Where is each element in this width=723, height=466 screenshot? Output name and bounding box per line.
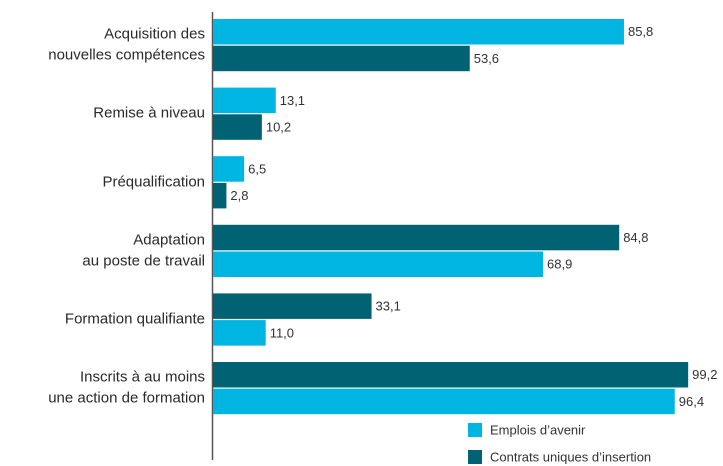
legend-label: Contrats uniques d’insertion [490, 449, 651, 464]
category-label: Acquisition des nouvelles compétences [48, 26, 205, 64]
category-label-line: Formation qualifiante [65, 310, 205, 327]
legend-swatch [468, 423, 482, 437]
value-label: 53,6 [474, 51, 499, 66]
category-label: Formation qualifiante [65, 310, 205, 327]
value-label: 10,2 [266, 119, 291, 134]
legend-swatch [468, 450, 482, 464]
category-label: Adaptation au poste de travail [82, 231, 205, 269]
bar [213, 19, 624, 45]
value-label: 11,0 [270, 325, 294, 340]
bar [213, 87, 276, 114]
category-label-line: Préqualification [102, 173, 205, 190]
category-label: Remise à niveau [93, 105, 205, 122]
bar [213, 320, 266, 346]
category-label: Inscrits à au moins une action de formati… [48, 369, 205, 407]
category-label-line: Adaptation [133, 231, 205, 248]
category-label-line: au poste de travail [82, 252, 205, 269]
category-label-line: Remise à niveau [93, 105, 205, 122]
bar [213, 156, 245, 182]
bar [213, 388, 675, 415]
value-label: 2,8 [230, 188, 248, 203]
value-label: 85,8 [628, 24, 653, 39]
bar [213, 45, 470, 72]
value-label: 84,8 [623, 230, 648, 245]
value-label: 33,1 [376, 299, 401, 314]
bar [213, 293, 372, 319]
bar [213, 251, 544, 277]
category-label: Préqualification [102, 173, 205, 190]
category-label-line: Inscrits à au moins [80, 369, 205, 386]
bar [213, 224, 620, 251]
category-label-line: une action de formation [48, 390, 205, 407]
bar [213, 182, 227, 209]
value-label: 13,1 [280, 93, 305, 108]
value-label: 99,2 [692, 367, 717, 382]
bar [213, 114, 262, 140]
value-label: 96,4 [679, 394, 704, 409]
value-label: 68,9 [547, 257, 572, 272]
category-label-line: Acquisition des [104, 26, 205, 43]
legend-label: Emplois d’avenir [490, 422, 586, 437]
category-label-line: nouvelles compétences [48, 47, 205, 64]
bar [213, 362, 689, 388]
value-label: 6,5 [248, 161, 266, 176]
